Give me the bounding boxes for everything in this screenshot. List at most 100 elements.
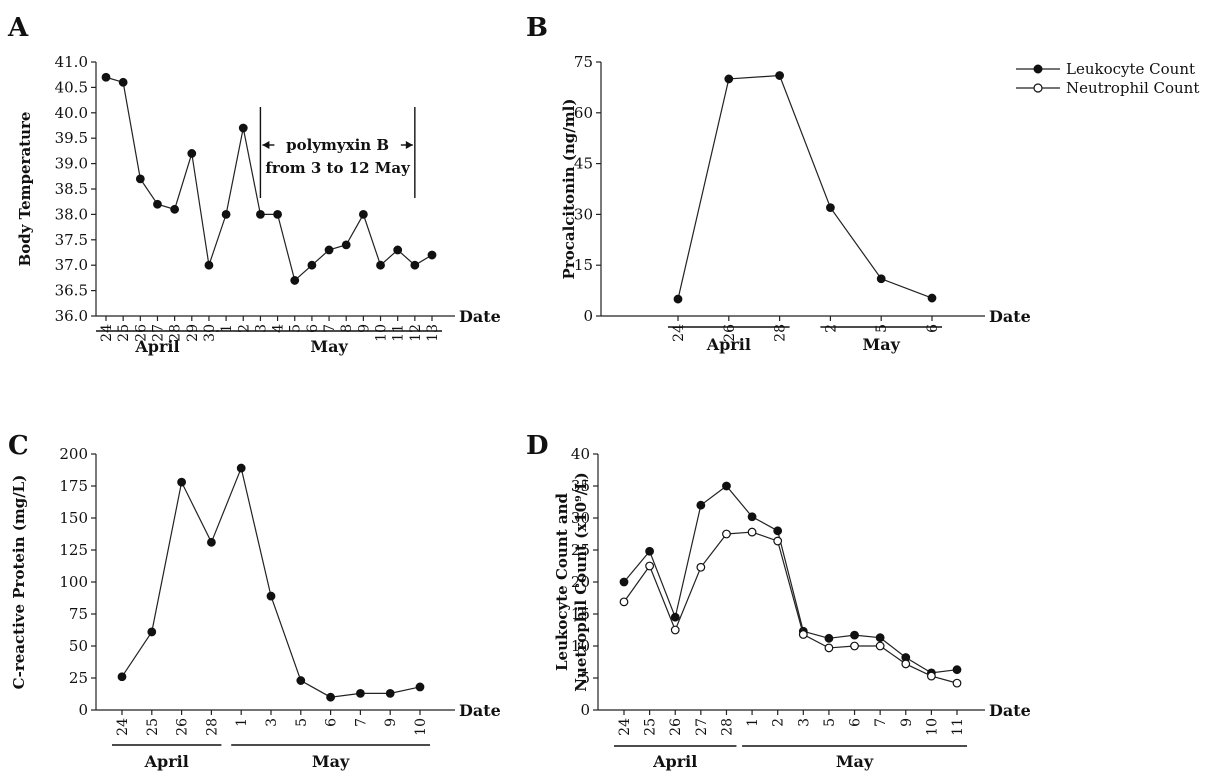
data-point — [147, 627, 157, 637]
y-tick-label: 20 — [571, 573, 590, 591]
x-tick-label: 26 — [722, 324, 738, 342]
x-tick-label: 26 — [668, 718, 684, 736]
x-tick-label: 27 — [694, 718, 710, 736]
x-tick-label: 26 — [175, 718, 191, 736]
data-point — [236, 463, 246, 473]
y-tick-label: 40.5 — [55, 78, 88, 96]
x-tick-label: 3 — [253, 324, 269, 333]
x-tick-label: 24 — [115, 718, 131, 736]
y-tick-label: 36.5 — [55, 282, 88, 300]
data-point — [376, 260, 385, 270]
y-tick-label: 30 — [574, 205, 593, 223]
data-point — [170, 204, 180, 214]
x-tick-label: 26 — [133, 324, 149, 342]
data-point — [670, 625, 680, 635]
month-label: April — [652, 752, 697, 771]
data-point — [187, 149, 197, 158]
y-tick-label: 125 — [59, 541, 88, 559]
data-point — [101, 72, 111, 82]
data-point — [393, 245, 403, 255]
x-tick-label: 12 — [408, 324, 424, 342]
x-tick-label: 3 — [264, 718, 280, 727]
data-point — [901, 659, 911, 669]
data-point — [724, 74, 734, 84]
data-point — [135, 174, 145, 184]
x-tick-label: 13 — [425, 324, 441, 342]
x-tick-label: 6 — [305, 324, 321, 333]
y-tick-label: 38.5 — [55, 180, 88, 198]
data-point — [670, 612, 680, 622]
x-tick-label: 28 — [773, 324, 789, 342]
annotation-arrowhead-left — [262, 141, 270, 149]
month-label: April — [134, 337, 179, 356]
y-tick-label: 39.0 — [55, 155, 88, 173]
y-tick-label: 41.0 — [55, 53, 88, 71]
x-tick-label: 11 — [950, 718, 966, 736]
x-tick-label: 30 — [202, 324, 218, 342]
x-tick-label: 4 — [271, 324, 287, 333]
x-tick-label: 25 — [643, 718, 659, 736]
data-point — [773, 536, 783, 546]
x-tick-label: 7 — [873, 718, 889, 727]
x-tick-label: 5 — [288, 324, 304, 333]
y-tick-label: 35 — [571, 477, 590, 495]
month-label: May — [312, 752, 350, 771]
data-point — [415, 682, 425, 692]
series-line — [677, 74, 933, 300]
y-tick-label: 200 — [59, 445, 88, 463]
y-tick-label: 36.0 — [55, 307, 88, 325]
annotation-arrowhead-right — [405, 141, 413, 149]
y-tick-label: 5 — [580, 669, 590, 687]
y-axis-label-line2: Nuetrophil Count (x10⁹/L) — [572, 472, 590, 692]
data-point — [307, 260, 317, 270]
y-tick-label: 15 — [574, 256, 593, 274]
data-point — [356, 688, 365, 698]
y-tick-label: 25 — [69, 669, 88, 687]
x-tick-label: 10 — [924, 718, 940, 736]
series-line — [623, 485, 958, 674]
data-point — [204, 260, 214, 270]
y-tick-label: 75 — [574, 53, 593, 71]
x-tick-label: 6 — [925, 324, 941, 333]
month-label: May — [310, 337, 348, 356]
x-tick-label: 29 — [185, 324, 201, 342]
data-point — [826, 203, 835, 213]
x-tick-label: 1 — [219, 324, 235, 333]
annotation-line2: from 3 to 12 May — [265, 159, 411, 177]
data-point — [696, 500, 706, 510]
x-axis-label: Date — [459, 307, 501, 326]
x-tick-label: 24 — [99, 324, 115, 342]
data-point — [619, 577, 629, 587]
x-tick-label: 24 — [617, 718, 633, 736]
data-point — [747, 512, 757, 522]
x-tick-label: 6 — [848, 718, 864, 727]
x-tick-label: 5 — [822, 718, 838, 727]
y-tick-label: 100 — [59, 573, 88, 591]
y-axis-label: Procalcitonin (ng/ml) — [560, 99, 578, 280]
data-point — [326, 692, 336, 702]
data-point — [206, 537, 216, 547]
y-tick-label: 39.5 — [55, 129, 88, 147]
x-tick-label: 2 — [771, 718, 787, 727]
y-tick-label: 37.5 — [55, 231, 88, 249]
y-axis-label: Body Temperature — [16, 112, 34, 267]
data-point — [266, 591, 276, 601]
data-point — [256, 209, 265, 219]
series-line — [623, 531, 958, 684]
month-label: April — [144, 752, 189, 771]
data-point — [876, 274, 886, 284]
data-point — [927, 293, 937, 303]
data-point — [824, 633, 834, 643]
data-point — [673, 294, 683, 304]
data-point — [296, 676, 306, 685]
legend-marker-neutrophil — [1033, 83, 1043, 93]
panel-letter: D — [526, 431, 549, 461]
x-tick-label: 9 — [899, 718, 915, 727]
y-tick-label: 150 — [59, 509, 88, 527]
legend: Leukocyte Count Neutrophil Count — [1016, 60, 1199, 97]
series-line — [121, 466, 421, 698]
data-point — [118, 77, 128, 87]
data-point — [696, 562, 706, 572]
data-point — [153, 199, 162, 209]
x-tick-label: 9 — [356, 324, 372, 333]
